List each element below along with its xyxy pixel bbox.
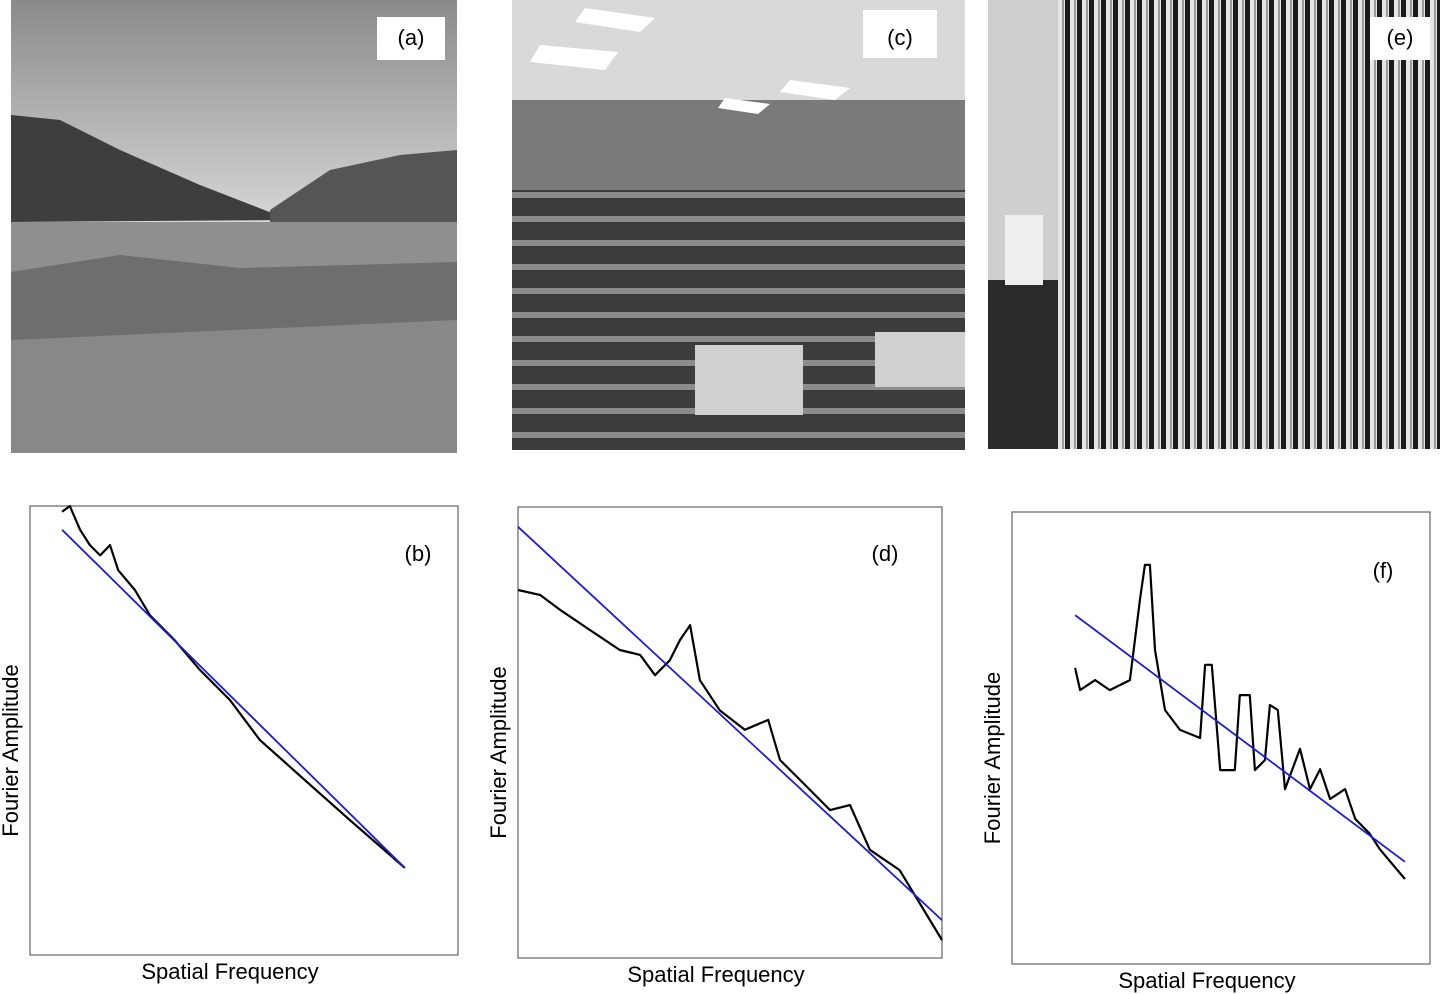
x-axis-label: Spatial Frequency xyxy=(141,959,318,984)
panel-label: (a) xyxy=(398,25,425,50)
panel-label: (d) xyxy=(872,541,899,566)
series-line xyxy=(1074,563,1406,880)
x-axis-label: Spatial Frequency xyxy=(627,962,804,987)
plot-frame xyxy=(517,506,943,959)
series-line xyxy=(517,588,943,941)
y-axis-label: Fourier Amplitude xyxy=(0,664,23,836)
y-axis-label: Fourier Amplitude xyxy=(486,666,511,838)
y-axis-label: Fourier Amplitude xyxy=(980,672,1005,844)
photo-slats: (e) xyxy=(988,0,1440,449)
panel-label: (c) xyxy=(887,25,913,50)
x-axis-label: Spatial Frequency xyxy=(1118,968,1295,993)
panel-label: (f) xyxy=(1373,558,1394,583)
photo-lecture-hall: (c) xyxy=(512,0,965,450)
photo-landscape: (a) xyxy=(11,0,457,453)
series-line xyxy=(1074,614,1406,863)
plot-frame xyxy=(1011,511,1431,965)
panel-label: (b) xyxy=(405,541,432,566)
series-line xyxy=(517,526,943,921)
series-line xyxy=(61,529,406,869)
series-line xyxy=(61,504,406,869)
panel-label: (e) xyxy=(1387,25,1414,50)
plot-frame xyxy=(29,505,459,956)
